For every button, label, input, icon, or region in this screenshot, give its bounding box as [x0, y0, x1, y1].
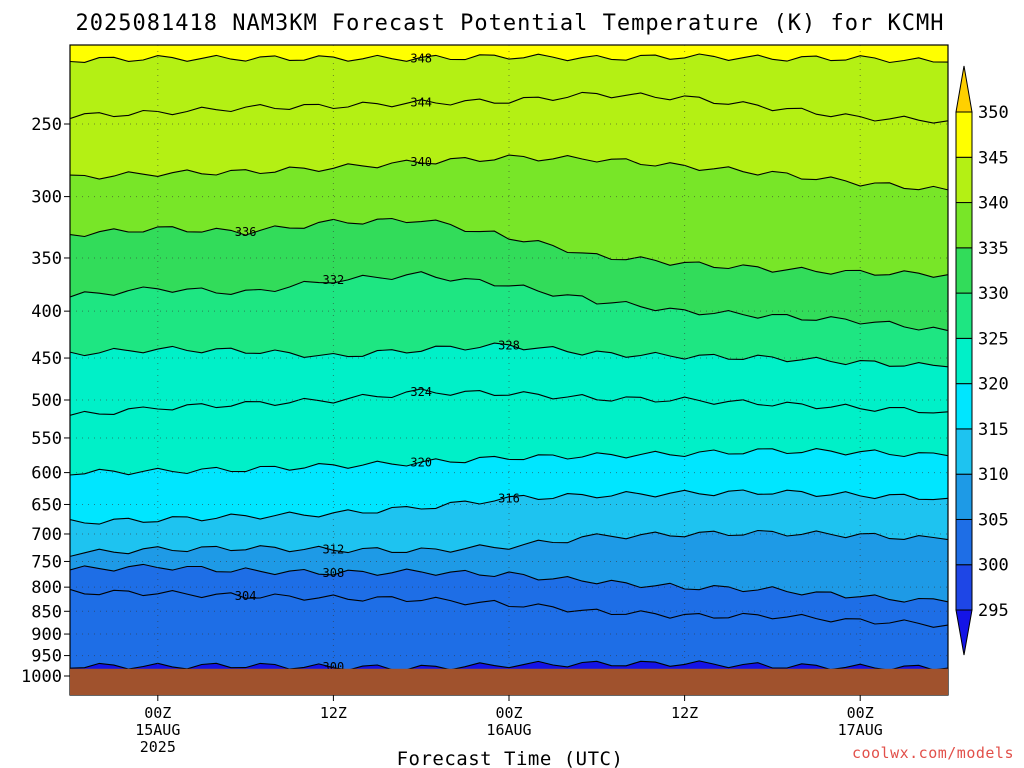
x-tick-label-0-2: 2025 — [140, 738, 176, 756]
x-tick-label-48-1: 17AUG — [838, 721, 883, 739]
y-tick-label-250: 250 — [31, 115, 62, 135]
colorbar-label-305: 305 — [978, 510, 1009, 530]
colorbar-box-345 — [955, 111, 973, 158]
colorbar-box-335 — [955, 202, 973, 249]
x-tick-label-36-0: 12Z — [671, 704, 698, 722]
contour-label-336: 336 — [235, 225, 257, 239]
colorbar-label-325: 325 — [978, 329, 1009, 349]
y-tick-label-950: 950 — [31, 647, 62, 667]
x-tick-label-0-0: 00Z — [144, 704, 171, 722]
contour-line-328 — [70, 342, 948, 368]
colorbar-label-340: 340 — [978, 194, 1009, 214]
colorbar-label-315: 315 — [978, 420, 1009, 440]
contour-line-348 — [70, 53, 948, 64]
x-tick-label-0-1: 15AUG — [135, 721, 180, 739]
colorbar-box-325 — [955, 292, 973, 339]
colorbar-bottom-arrow — [955, 609, 973, 656]
colorbar-box-300 — [955, 518, 973, 566]
contour-label-300: 300 — [323, 660, 345, 674]
colorbar-box-330 — [955, 247, 973, 294]
colorbar-label-320: 320 — [978, 375, 1009, 395]
ground-fill — [70, 668, 948, 695]
contour-label-332: 332 — [323, 273, 345, 287]
colorbar-box-310 — [955, 428, 973, 475]
contour-label-320: 320 — [410, 456, 432, 470]
contour-label-348: 348 — [410, 51, 432, 65]
y-tick-label-300: 300 — [31, 188, 62, 208]
contour-label-304: 304 — [235, 589, 257, 603]
y-tick-label-500: 500 — [31, 391, 62, 411]
chart-title: 2025081418 NAM3KM Forecast Potential Tem… — [76, 11, 945, 36]
y-tick-label-900: 900 — [31, 625, 62, 645]
y-tick-label-550: 550 — [31, 429, 62, 449]
colorbar-label-300: 300 — [978, 556, 1009, 576]
contour-line-316 — [70, 489, 948, 525]
credit-text: coolwx.com/models — [851, 744, 1014, 762]
colorbar-label-335: 335 — [978, 239, 1009, 259]
colorbar-label-350: 350 — [978, 103, 1009, 123]
fill-band-344 — [70, 45, 948, 124]
colorbar-box-315 — [955, 383, 973, 430]
x-axis-label: Forecast Time (UTC) — [397, 748, 624, 768]
colorbar-label-295: 295 — [978, 601, 1009, 621]
y-tick-label-400: 400 — [31, 302, 62, 322]
contour-label-340: 340 — [410, 155, 432, 169]
colorbar-box-320 — [955, 337, 973, 385]
contour-line-304 — [70, 588, 948, 628]
x-tick-label-12-0: 12Z — [320, 704, 347, 722]
colorbar-label-330: 330 — [978, 284, 1009, 304]
y-tick-label-800: 800 — [31, 578, 62, 598]
fill-band-348 — [70, 45, 948, 63]
colorbar-top-arrow — [955, 65, 973, 113]
contour-label-344: 344 — [410, 96, 432, 110]
contour-line-300 — [70, 660, 948, 670]
y-tick-label-700: 700 — [31, 525, 62, 545]
contour-label-316: 316 — [498, 491, 520, 505]
x-tick-label-24-1: 16AUG — [486, 721, 531, 739]
colorbar-box-305 — [955, 473, 973, 520]
contour-line-336 — [70, 217, 948, 278]
contour-line-324 — [70, 388, 948, 416]
y-tick-label-350: 350 — [31, 249, 62, 269]
y-tick-label-750: 750 — [31, 552, 62, 572]
contour-line-344 — [70, 91, 948, 124]
y-tick-label-1000: 1000 — [21, 667, 62, 687]
colorbar-label-345: 345 — [978, 148, 1009, 168]
x-tick-label-24-0: 00Z — [495, 704, 522, 722]
contour-label-308: 308 — [323, 566, 345, 580]
y-tick-label-850: 850 — [31, 602, 62, 622]
contour-line-308 — [70, 563, 948, 603]
colorbar-box-340 — [955, 156, 973, 204]
colorbar-label-310: 310 — [978, 465, 1009, 485]
y-tick-label-600: 600 — [31, 464, 62, 484]
y-tick-label-450: 450 — [31, 349, 62, 369]
colorbar-box-295 — [955, 564, 973, 611]
contour-label-324: 324 — [410, 385, 432, 399]
contour-line-340 — [70, 154, 948, 191]
y-tick-label-650: 650 — [31, 495, 62, 515]
x-tick-label-48-0: 00Z — [847, 704, 874, 722]
